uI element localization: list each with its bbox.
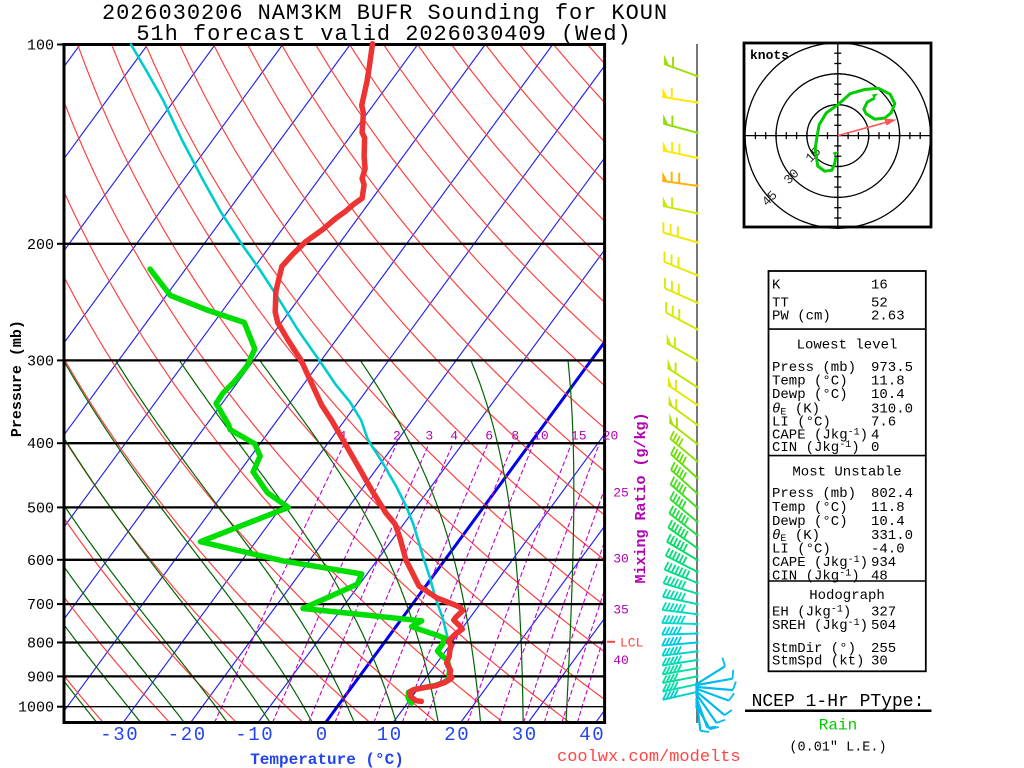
svg-text:35: 35 bbox=[613, 603, 629, 618]
svg-text:20: 20 bbox=[603, 429, 619, 444]
svg-text:3: 3 bbox=[425, 429, 433, 444]
svg-text:CAPE (Jkg-1): CAPE (Jkg-1) bbox=[772, 427, 868, 443]
svg-text:10: 10 bbox=[377, 724, 403, 746]
svg-text:11.8: 11.8 bbox=[871, 374, 905, 390]
svg-text:2026030206 NAM3KM BUFR Soundin: 2026030206 NAM3KM BUFR Sounding for KOUN bbox=[102, 1, 668, 26]
svg-text:-10: -10 bbox=[235, 724, 274, 746]
svg-text:Mixing Ratio (g/kg): Mixing Ratio (g/kg) bbox=[633, 412, 650, 583]
svg-text:200: 200 bbox=[27, 237, 54, 254]
svg-text:934: 934 bbox=[871, 555, 896, 571]
svg-text:500: 500 bbox=[27, 500, 54, 517]
svg-text:Rain: Rain bbox=[819, 717, 857, 735]
svg-text:30: 30 bbox=[871, 654, 888, 670]
svg-text:Temp (°C): Temp (°C) bbox=[772, 374, 848, 390]
svg-text:StmDir (°): StmDir (°) bbox=[772, 641, 856, 657]
svg-text:48: 48 bbox=[871, 569, 888, 585]
svg-text:504: 504 bbox=[871, 618, 896, 634]
svg-text:K: K bbox=[772, 278, 781, 294]
svg-text:Press (mb): Press (mb) bbox=[772, 486, 856, 502]
svg-text:30: 30 bbox=[613, 552, 629, 567]
svg-text:Dewp (°C): Dewp (°C) bbox=[772, 514, 848, 530]
svg-text:25: 25 bbox=[613, 486, 629, 501]
svg-text:NCEP 1-Hr PType:: NCEP 1-Hr PType: bbox=[752, 692, 925, 712]
svg-text:Hodograph: Hodograph bbox=[809, 588, 885, 604]
svg-text:Dewp (°C): Dewp (°C) bbox=[772, 387, 848, 403]
svg-text:SREH (Jkg-1): SREH (Jkg-1) bbox=[772, 618, 868, 634]
svg-text:StmSpd (kt): StmSpd (kt) bbox=[772, 654, 864, 670]
svg-text:16: 16 bbox=[871, 278, 888, 294]
svg-text:coolwx.com/modelts: coolwx.com/modelts bbox=[557, 748, 741, 767]
svg-text:100: 100 bbox=[27, 38, 54, 55]
svg-text:-4.0: -4.0 bbox=[871, 542, 905, 558]
svg-text:Pressure (mb): Pressure (mb) bbox=[9, 320, 26, 437]
svg-text:51h forecast valid 2026030409: 51h forecast valid 2026030409 (Wed) bbox=[136, 22, 631, 47]
svg-text:7.6: 7.6 bbox=[871, 415, 896, 431]
svg-text:11.8: 11.8 bbox=[871, 500, 905, 516]
svg-text:300: 300 bbox=[27, 353, 54, 370]
svg-text:LCL: LCL bbox=[620, 635, 643, 650]
svg-text:800: 800 bbox=[27, 636, 54, 653]
svg-text:327: 327 bbox=[871, 604, 896, 620]
svg-text:Most Unstable: Most Unstable bbox=[792, 465, 901, 481]
svg-text:700: 700 bbox=[27, 597, 54, 614]
svg-text:20: 20 bbox=[444, 724, 470, 746]
svg-text:θE (K): θE (K) bbox=[772, 528, 820, 545]
svg-text:LI (°C): LI (°C) bbox=[772, 415, 831, 431]
svg-text:331.0: 331.0 bbox=[871, 528, 913, 544]
svg-text:PW (cm): PW (cm) bbox=[772, 309, 831, 325]
svg-text:8: 8 bbox=[511, 429, 519, 444]
svg-text:Lowest level: Lowest level bbox=[797, 338, 898, 354]
svg-text:LI (°C): LI (°C) bbox=[772, 542, 831, 558]
svg-text:0: 0 bbox=[871, 440, 879, 456]
svg-text:2.63: 2.63 bbox=[871, 309, 905, 325]
svg-text:2: 2 bbox=[393, 429, 401, 444]
svg-text:30: 30 bbox=[512, 724, 538, 746]
svg-text:TT: TT bbox=[772, 296, 789, 312]
svg-text:-30: -30 bbox=[100, 724, 139, 746]
svg-text:600: 600 bbox=[27, 553, 54, 570]
svg-text:802.4: 802.4 bbox=[871, 486, 913, 502]
svg-text:CIN (Jkg-1): CIN (Jkg-1) bbox=[772, 569, 860, 585]
svg-text:40: 40 bbox=[613, 653, 629, 668]
svg-text:0: 0 bbox=[316, 724, 329, 746]
svg-text:-20: -20 bbox=[168, 724, 207, 746]
svg-text:10.4: 10.4 bbox=[871, 514, 905, 530]
svg-text:973.5: 973.5 bbox=[871, 360, 913, 376]
svg-text:CIN (Jkg-1): CIN (Jkg-1) bbox=[772, 440, 860, 456]
svg-text:θE (K): θE (K) bbox=[772, 402, 820, 419]
svg-text:10: 10 bbox=[533, 429, 549, 444]
svg-text:CAPE (Jkg-1): CAPE (Jkg-1) bbox=[772, 555, 868, 571]
svg-text:52: 52 bbox=[871, 296, 888, 312]
svg-text:Press (mb): Press (mb) bbox=[772, 360, 856, 376]
svg-text:4: 4 bbox=[871, 427, 879, 443]
svg-text:310.0: 310.0 bbox=[871, 402, 913, 418]
svg-text:Temperature (°C): Temperature (°C) bbox=[250, 751, 404, 768]
svg-text:15: 15 bbox=[571, 429, 587, 444]
svg-text:Temp (°C): Temp (°C) bbox=[772, 500, 848, 516]
svg-text:(0.01" L.E.): (0.01" L.E.) bbox=[789, 741, 886, 756]
svg-text:4: 4 bbox=[450, 429, 458, 444]
svg-text:40: 40 bbox=[579, 724, 605, 746]
svg-text:1000: 1000 bbox=[18, 700, 54, 717]
svg-text:knots: knots bbox=[750, 48, 789, 63]
svg-text:400: 400 bbox=[27, 436, 54, 453]
svg-text:6: 6 bbox=[485, 429, 493, 444]
svg-text:900: 900 bbox=[27, 669, 54, 686]
svg-text:10.4: 10.4 bbox=[871, 387, 905, 403]
svg-text:255: 255 bbox=[871, 641, 896, 657]
